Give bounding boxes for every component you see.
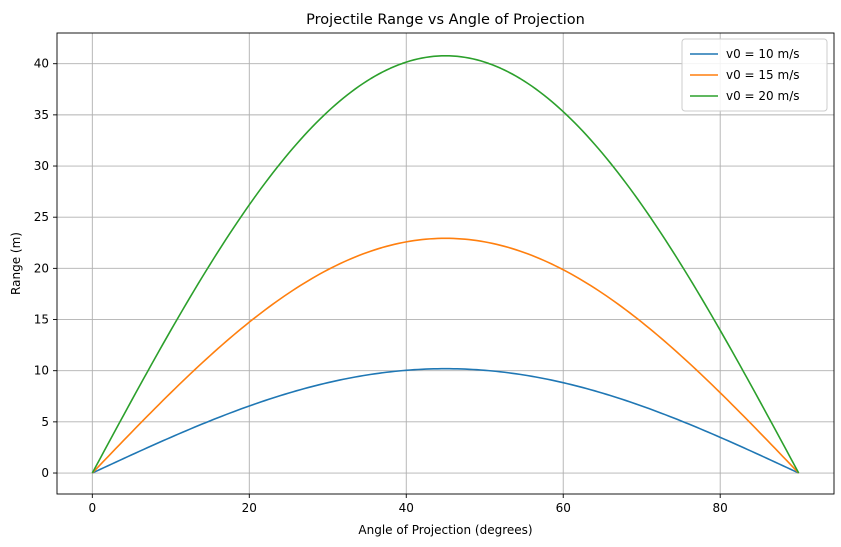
y-tick-label: 25 [34, 210, 49, 224]
x-tick-label: 0 [88, 501, 96, 515]
series-lines [91, 54, 800, 474]
y-tick-label: 0 [41, 466, 49, 480]
y-axis-label: Range (m) [9, 232, 23, 295]
series-line-1 [91, 367, 800, 474]
legend-label-3: v0 = 20 m/s [726, 89, 800, 103]
x-tick-label: 20 [242, 501, 257, 515]
series-line-3 [91, 54, 800, 474]
y-tick-label: 20 [34, 261, 49, 275]
legend-label-1: v0 = 10 m/s [726, 47, 800, 61]
series-line-2 [91, 237, 800, 474]
x-tick-label: 60 [556, 501, 571, 515]
legend-label-2: v0 = 15 m/s [726, 68, 800, 82]
y-tick-label: 15 [34, 313, 49, 327]
x-axis-label: Angle of Projection (degrees) [358, 523, 532, 537]
y-tick-label: 40 [34, 57, 49, 71]
plot-frame [56, 32, 835, 495]
legend: v0 = 10 m/s v0 = 15 m/s v0 = 20 m/s [681, 38, 828, 112]
axis-ticks: 0 20 40 60 80 0 5 10 15 20 25 30 35 40 [34, 57, 728, 515]
x-tick-label: 80 [713, 501, 728, 515]
y-tick-label: 30 [34, 159, 49, 173]
y-tick-label: 10 [34, 364, 49, 378]
grid [57, 33, 834, 494]
chart-title: Projectile Range vs Angle of Projection [306, 12, 585, 28]
legend-box [681, 38, 828, 112]
y-tick-label: 5 [41, 415, 49, 429]
y-tick-label: 35 [34, 108, 49, 122]
x-tick-label: 40 [399, 501, 414, 515]
